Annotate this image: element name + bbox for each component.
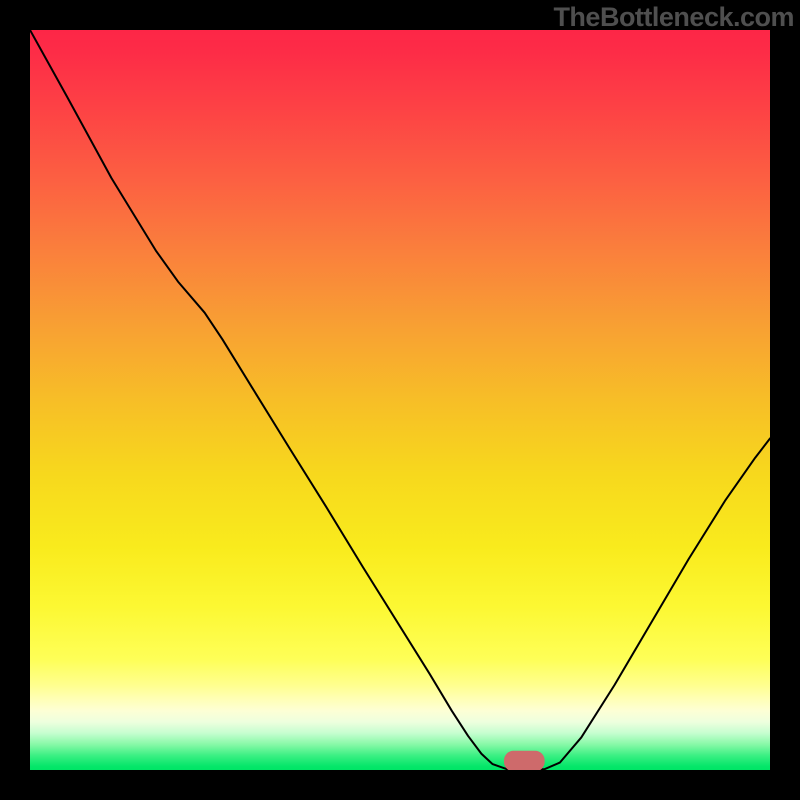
chart-container: { "chart": { "type": "line-over-gradient… [0, 0, 800, 800]
watermark-text: TheBottleneck.com [553, 2, 794, 33]
bottleneck-chart [30, 30, 770, 770]
gradient-background [30, 30, 770, 770]
optimal-marker [504, 751, 545, 770]
